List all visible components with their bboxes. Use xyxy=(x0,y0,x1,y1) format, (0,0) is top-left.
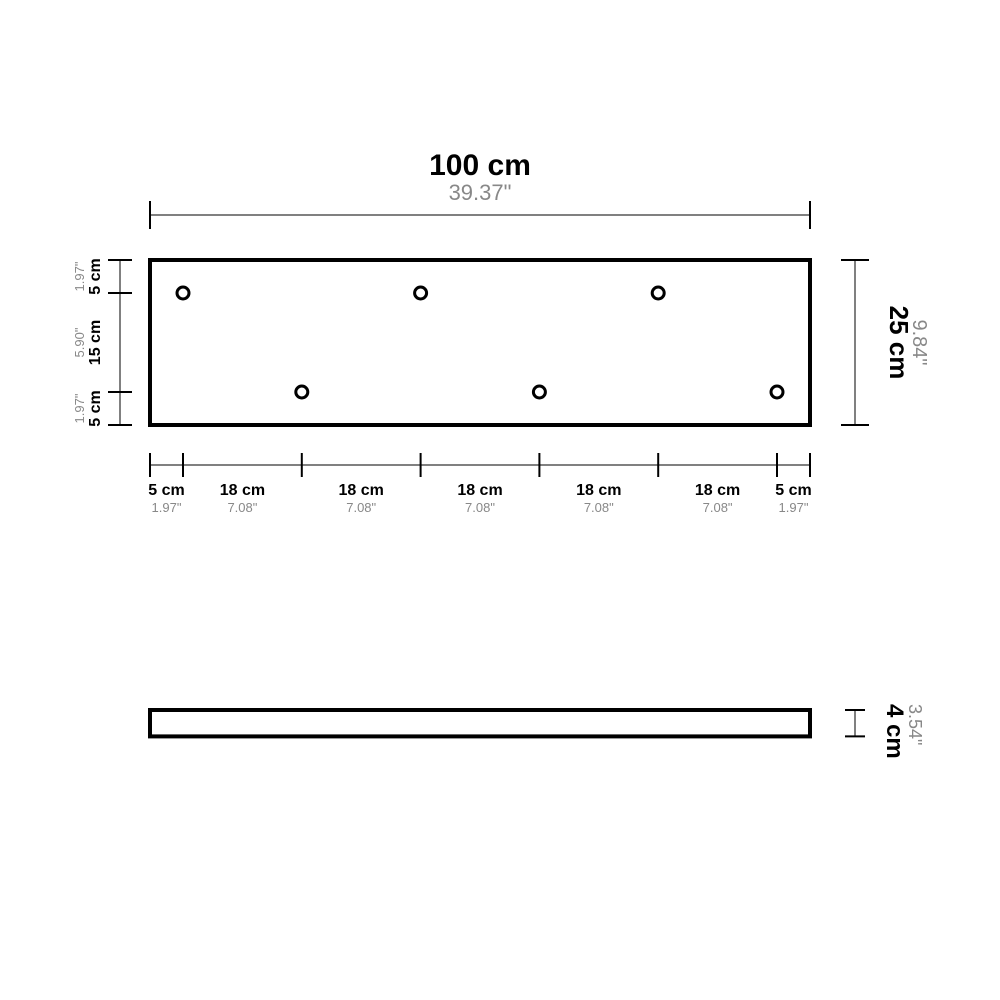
hole xyxy=(177,287,189,299)
dim-width-cm: 100 cm xyxy=(429,149,531,182)
dim-col-in: 7.08" xyxy=(703,500,733,515)
dim-col-cm: 18 cm xyxy=(457,482,502,499)
dim-col-cm: 18 cm xyxy=(339,482,384,499)
dim-col-cm: 5 cm xyxy=(148,482,184,499)
dim-col-cm: 18 cm xyxy=(695,482,740,499)
dim-row-cm: 15 cm xyxy=(87,320,104,365)
dim-row-cm: 5 cm xyxy=(87,258,104,294)
hole xyxy=(533,386,545,398)
dim-width-in: 39.37" xyxy=(449,180,512,205)
dim-row-cm: 5 cm xyxy=(87,390,104,426)
hole xyxy=(415,287,427,299)
dim-side-cm: 4 cm xyxy=(881,704,908,759)
dim-row-in: 1.97" xyxy=(72,261,87,291)
dim-col-in: 1.97" xyxy=(779,500,809,515)
dim-col-in: 7.08" xyxy=(465,500,495,515)
dim-col-cm: 18 cm xyxy=(576,482,621,499)
dim-col-in: 7.08" xyxy=(584,500,614,515)
side-view-rect xyxy=(150,710,810,736)
dim-col-cm: 5 cm xyxy=(775,482,811,499)
dim-row-in: 1.97" xyxy=(72,393,87,423)
hole xyxy=(652,287,664,299)
dim-side-in: 3.54" xyxy=(905,704,925,745)
hole xyxy=(771,386,783,398)
dim-height-in: 9.84" xyxy=(908,319,930,365)
dim-col-cm: 18 cm xyxy=(220,482,265,499)
hole xyxy=(296,386,308,398)
dim-row-in: 5.90" xyxy=(72,327,87,357)
top-view-rect xyxy=(150,260,810,425)
dim-col-in: 1.97" xyxy=(152,500,182,515)
dim-col-in: 7.08" xyxy=(346,500,376,515)
dim-col-in: 7.08" xyxy=(227,500,257,515)
